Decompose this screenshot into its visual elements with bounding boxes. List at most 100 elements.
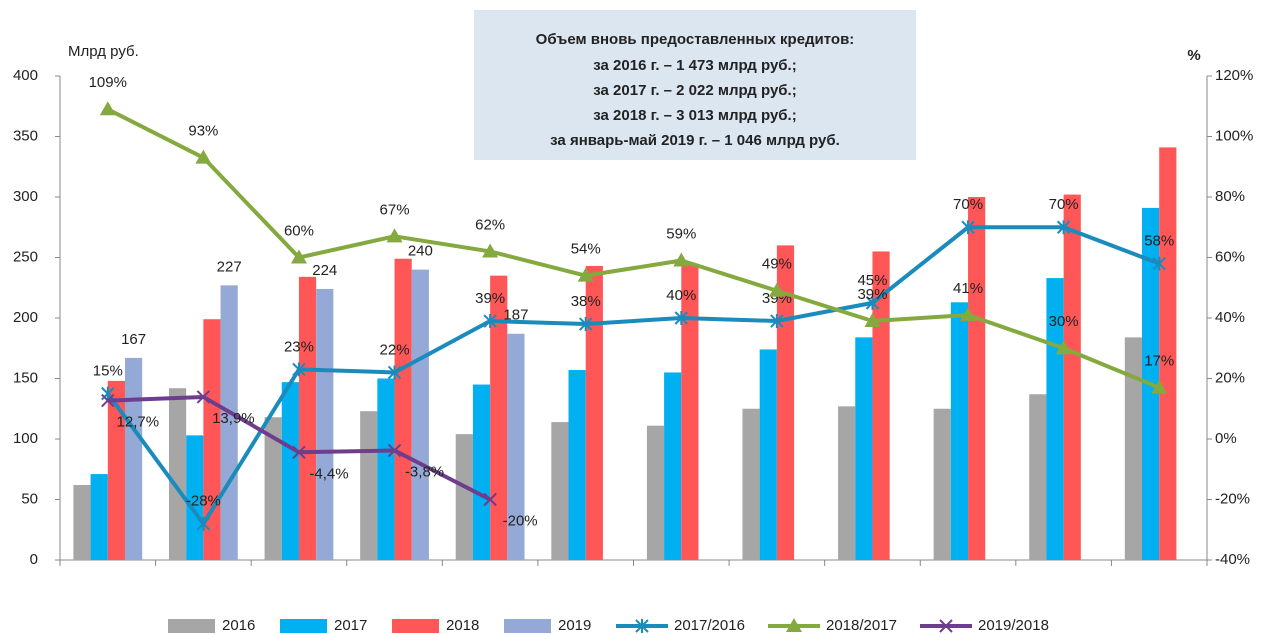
- marker: [292, 445, 306, 460]
- y2-tick-label: 100%: [1215, 127, 1253, 144]
- data-label: 70%: [1049, 196, 1079, 213]
- marker: [635, 619, 649, 633]
- legend-label: 2017: [334, 617, 367, 634]
- marker: [961, 220, 975, 235]
- bar: [681, 263, 699, 560]
- y-tick-label: 400: [13, 67, 38, 84]
- bar: [759, 349, 777, 560]
- legend-swatch: [504, 619, 551, 633]
- legend-swatch: [280, 619, 327, 633]
- legend-label: 2016: [222, 617, 255, 634]
- data-label: 12,7%: [117, 414, 160, 431]
- annotation: за январь-май 2019 г. – 1 046 млрд руб.: [550, 132, 840, 149]
- bar: [264, 417, 282, 560]
- y2-tick-label: 120%: [1215, 67, 1253, 84]
- bar: [394, 258, 412, 560]
- annotation: за 2017 г. – 2 022 млрд руб.;: [593, 82, 796, 99]
- y2-axis-label: %: [1187, 47, 1200, 64]
- marker: [387, 365, 402, 380]
- bar: [107, 380, 125, 560]
- bar-label: 167: [121, 331, 146, 348]
- y2-tick-label: 80%: [1215, 188, 1245, 205]
- data-label: 38%: [571, 293, 601, 310]
- marker: [674, 311, 688, 325]
- marker: [786, 618, 802, 632]
- marker: [865, 295, 880, 310]
- data-label: -3,8%: [405, 463, 444, 480]
- bar: [872, 251, 890, 560]
- marker: [1055, 340, 1072, 355]
- y2-tick-label: 60%: [1215, 248, 1245, 265]
- marker: [577, 267, 594, 282]
- marker: [386, 228, 403, 243]
- bar: [490, 275, 508, 560]
- marker: [387, 443, 402, 458]
- bar: [1159, 147, 1177, 560]
- data-label: 41%: [953, 280, 983, 297]
- y-tick-label: 150: [13, 369, 38, 386]
- bar-label: 227: [217, 258, 242, 275]
- marker: [101, 393, 115, 408]
- bar: [377, 378, 395, 560]
- annotation: за 2018 г. – 3 013 млрд руб.;: [593, 107, 796, 124]
- legend-swatch: [392, 619, 439, 633]
- bar: [411, 269, 429, 560]
- y-axis-label: Млрд руб.: [68, 43, 139, 60]
- marker: [292, 362, 306, 377]
- data-label: 40%: [666, 287, 696, 304]
- bar: [838, 406, 856, 560]
- legend-label: 2018: [446, 617, 479, 634]
- marker: [1151, 379, 1168, 394]
- marker: [770, 314, 784, 329]
- y2-tick-label: 40%: [1215, 309, 1245, 326]
- data-label: 93%: [188, 123, 218, 140]
- bar: [855, 337, 873, 560]
- bar: [585, 265, 603, 560]
- marker: [196, 390, 211, 404]
- data-label: 60%: [284, 222, 314, 239]
- bar-label: 240: [408, 243, 433, 260]
- legend-label: 2017/2016: [674, 617, 745, 634]
- y-tick-label: 250: [13, 248, 38, 265]
- marker: [482, 243, 499, 258]
- marker: [960, 306, 977, 321]
- y-tick-label: 350: [13, 127, 38, 144]
- data-label: 49%: [762, 256, 792, 273]
- data-label: -28%: [186, 493, 221, 510]
- bar-label: 187: [503, 307, 528, 324]
- y-tick-label: 0: [30, 551, 38, 568]
- data-label: 58%: [1144, 233, 1174, 250]
- marker: [290, 249, 307, 264]
- data-label: 23%: [284, 338, 314, 355]
- bar-label: 224: [312, 262, 337, 279]
- bar: [968, 197, 986, 560]
- legend-label: 2018/2017: [826, 617, 897, 634]
- data-label: 54%: [571, 241, 601, 258]
- line: [106, 107, 1160, 390]
- bar: [316, 288, 334, 560]
- data-label: -4,4%: [309, 465, 348, 482]
- bar: [203, 319, 221, 560]
- data-label: 45%: [857, 272, 887, 289]
- bar: [298, 276, 317, 560]
- data-label: 17%: [1144, 353, 1174, 370]
- bar: [1029, 394, 1047, 560]
- bar: [507, 333, 525, 560]
- marker: [99, 101, 116, 116]
- legend-swatch: [168, 619, 215, 633]
- marker: [483, 492, 497, 507]
- data-label: 70%: [953, 196, 983, 213]
- line: [106, 225, 1160, 526]
- bar: [73, 484, 91, 560]
- marker: [768, 282, 785, 297]
- data-label: 15%: [93, 363, 123, 380]
- bar: [1124, 337, 1143, 560]
- y2-tick-label: 20%: [1215, 369, 1245, 386]
- bar: [568, 370, 586, 560]
- data-label: 13,9%: [212, 410, 255, 427]
- marker: [483, 314, 497, 329]
- bar: [281, 382, 299, 560]
- marker: [195, 149, 212, 164]
- bar: [455, 434, 473, 560]
